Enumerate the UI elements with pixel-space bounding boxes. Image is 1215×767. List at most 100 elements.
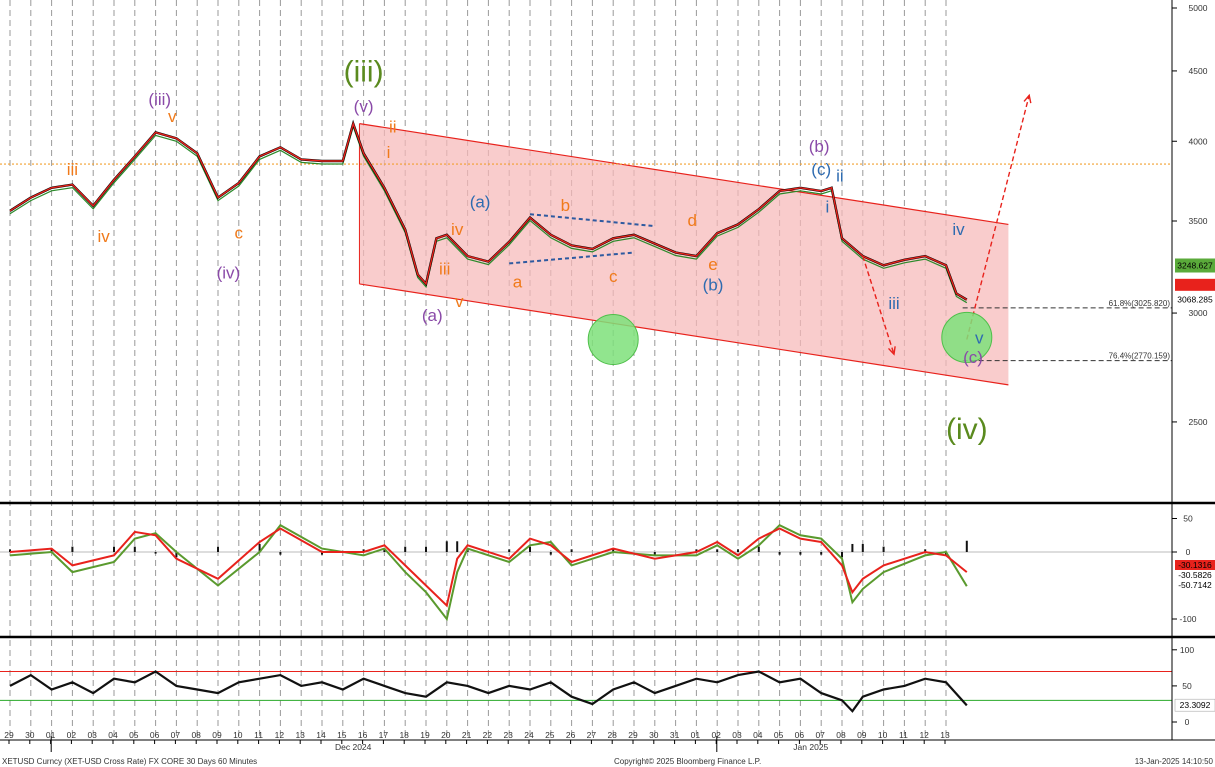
projection-arrow-up-head bbox=[1023, 93, 1032, 104]
x-tick-label-21: 20 bbox=[441, 730, 451, 740]
osc-value-box-0 bbox=[1175, 560, 1215, 570]
x-tick-label-18: 17 bbox=[379, 730, 389, 740]
price-line bbox=[9, 121, 968, 301]
wave-label-14: iii bbox=[439, 260, 450, 279]
y-tick-label-4: 4500 bbox=[1189, 66, 1208, 76]
x-tick-label-36: 04 bbox=[753, 730, 763, 740]
target-circle-0 bbox=[587, 314, 639, 366]
osc-value-label-1: -30.5826 bbox=[1178, 570, 1212, 580]
x-tick-label-43: 11 bbox=[899, 730, 908, 740]
x-tick-label-15: 14 bbox=[316, 730, 326, 740]
x-tick-label-42: 10 bbox=[878, 730, 888, 740]
rsi-y-tick-label-0: 100 bbox=[1180, 645, 1194, 655]
y-tick-label-3: 4000 bbox=[1189, 136, 1208, 146]
projection-arrow-down bbox=[862, 255, 895, 355]
y-tick-label-5: 5000 bbox=[1189, 3, 1208, 13]
y-tick-label-1: 3000 bbox=[1189, 308, 1208, 318]
x-tick-label-13: 12 bbox=[275, 730, 285, 740]
wave-label-13: ii bbox=[389, 117, 397, 136]
footer-source: XETUSD Curncy (XET-USD Cross Rate) FX CO… bbox=[2, 757, 257, 766]
x-tick-label-25: 24 bbox=[524, 730, 534, 740]
osc-y-tick-label-2: -100 bbox=[1179, 614, 1196, 624]
last-price-box bbox=[1175, 258, 1215, 273]
x-tick-label-38: 06 bbox=[795, 730, 805, 740]
projection-arrow-down-head bbox=[887, 346, 896, 356]
last-price-2-box bbox=[1175, 292, 1215, 307]
month-label-0: Dec 2024 bbox=[335, 742, 372, 752]
wave-label-19: c bbox=[609, 267, 618, 286]
wave-label-8: iii bbox=[67, 160, 78, 179]
x-tick-label-33: 01 bbox=[691, 730, 701, 740]
x-tick-label-20: 19 bbox=[420, 730, 430, 740]
x-tick-label-37: 05 bbox=[774, 730, 784, 740]
wave-label-0: (iii) bbox=[344, 56, 384, 89]
wave-label-5: (a) bbox=[422, 306, 443, 325]
wave-label-1: (iv) bbox=[946, 413, 988, 446]
wave-label-4: (v) bbox=[354, 97, 374, 116]
x-tick-label-32: 31 bbox=[670, 730, 680, 740]
rsi-value-label: 23.3092 bbox=[1180, 700, 1211, 710]
last-price-red-box bbox=[1175, 278, 1215, 291]
wave-label-11: c bbox=[235, 223, 244, 242]
wave-label-24: (c) bbox=[811, 160, 831, 179]
x-tick-label-12: 11 bbox=[254, 730, 263, 740]
osc-value-box-2 bbox=[1175, 580, 1215, 590]
osc-value-label-0: -30.1316 bbox=[1178, 560, 1212, 570]
x-tick-label-22: 21 bbox=[462, 730, 472, 740]
rsi-value-box bbox=[1174, 698, 1215, 712]
wave-label-15: iv bbox=[451, 220, 464, 239]
wave-label-29: v bbox=[975, 329, 984, 348]
x-tick-label-29: 28 bbox=[607, 730, 617, 740]
wave-label-28: iv bbox=[952, 220, 965, 239]
x-tick-label-0: 29 bbox=[4, 730, 14, 740]
target-circle-1 bbox=[941, 311, 993, 363]
osc-y-tick-label-1: 0 bbox=[1186, 547, 1191, 557]
fib-label-0: 61.8%(3025.820) bbox=[1109, 299, 1171, 308]
y-tick-label-0: 2500 bbox=[1189, 417, 1208, 427]
wave-label-2: (iii) bbox=[148, 90, 171, 109]
osc-value-label-2: -50.7142 bbox=[1178, 580, 1212, 590]
osc-value-box-1 bbox=[1175, 570, 1215, 580]
osc-line-1 bbox=[9, 527, 968, 608]
x-tick-label-28: 27 bbox=[587, 730, 597, 740]
wave-label-17: a bbox=[513, 273, 523, 292]
wave-label-25: ii bbox=[836, 166, 844, 185]
x-tick-label-4: 03 bbox=[87, 730, 97, 740]
x-tick-label-10: 09 bbox=[212, 730, 222, 740]
wave-label-6: (b) bbox=[809, 137, 830, 156]
channel-lower-line bbox=[359, 283, 1009, 386]
channel-upper-line bbox=[359, 123, 1009, 226]
x-tick-label-8: 07 bbox=[171, 730, 181, 740]
month-label-1: Jan 2025 bbox=[793, 742, 828, 752]
x-tick-label-7: 06 bbox=[150, 730, 160, 740]
osc-line-0 bbox=[9, 523, 968, 622]
fib-label-1: 76.4%(2770.159) bbox=[1109, 352, 1171, 361]
x-tick-label-31: 30 bbox=[649, 730, 659, 740]
wave-label-10: v bbox=[168, 107, 177, 126]
price-average-line bbox=[9, 124, 968, 304]
footer-timestamp: 13-Jan-2025 14:10:50 bbox=[1135, 757, 1214, 766]
wave-label-12: i bbox=[387, 143, 391, 162]
x-tick-label-27: 26 bbox=[566, 730, 576, 740]
rsi-line bbox=[9, 670, 968, 713]
x-tick-label-41: 09 bbox=[857, 730, 867, 740]
x-tick-label-30: 29 bbox=[628, 730, 638, 740]
wave-label-22: (a) bbox=[470, 193, 491, 212]
x-tick-label-40: 08 bbox=[836, 730, 846, 740]
x-tick-label-1: 30 bbox=[25, 730, 35, 740]
y-tick-label-2: 3500 bbox=[1189, 216, 1208, 226]
wave-label-27: iii bbox=[888, 294, 899, 313]
osc-y-tick-label-0: 50 bbox=[1183, 514, 1193, 524]
x-tick-label-17: 16 bbox=[358, 730, 368, 740]
x-tick-label-39: 07 bbox=[815, 730, 825, 740]
last-price-label: 3248.627 bbox=[1177, 261, 1213, 271]
x-tick-label-5: 04 bbox=[108, 730, 118, 740]
x-tick-label-44: 12 bbox=[919, 730, 929, 740]
x-tick-label-6: 05 bbox=[129, 730, 139, 740]
wave-label-16: v bbox=[455, 292, 464, 311]
x-tick-label-26: 25 bbox=[545, 730, 555, 740]
wave-label-18: b bbox=[561, 196, 570, 215]
wave-label-23: (b) bbox=[703, 276, 724, 295]
wave-label-7: (c) bbox=[963, 348, 983, 367]
